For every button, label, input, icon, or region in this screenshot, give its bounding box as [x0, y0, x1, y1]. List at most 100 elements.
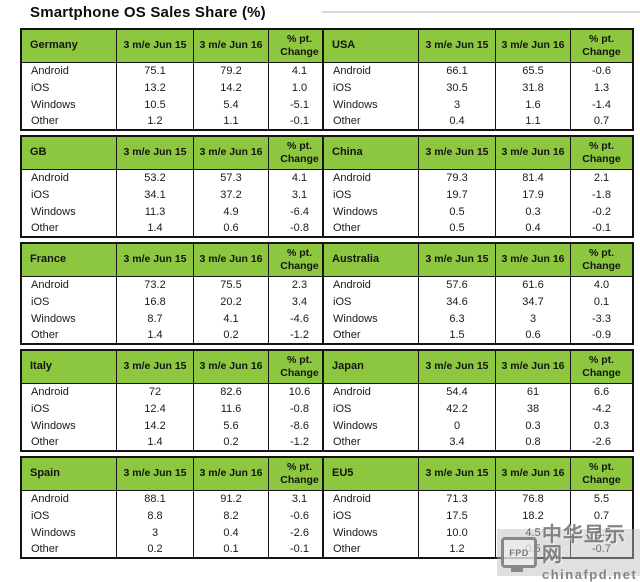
value-jun15: 30.5: [418, 79, 496, 96]
os-label: Windows: [20, 310, 117, 327]
table-row: Windows 0.5 0.3 -0.2: [322, 203, 634, 220]
table-row: iOS 17.5 18.2 0.7: [322, 507, 634, 524]
column-header: 3 m/e Jun 15: [116, 28, 194, 63]
os-label: Android: [322, 276, 419, 293]
country-name: Australia: [322, 242, 419, 277]
value-change: 3.1: [268, 186, 332, 203]
table-row: Android 72 82.6 10.6: [20, 383, 332, 400]
table-row: Windows 3 0.4 -2.6: [20, 524, 332, 541]
value-jun15: 1.4: [116, 434, 194, 451]
value-jun15: 53.2: [116, 169, 194, 186]
table-row: iOS 30.5 31.8 1.3: [322, 79, 634, 96]
column-header: 3 m/e Jun 15: [418, 349, 496, 384]
value-jun16: 14.2: [193, 79, 269, 96]
value-jun16: 76.8: [495, 490, 571, 507]
os-label: iOS: [322, 186, 419, 203]
table-row: Android 75.1 79.2 4.1: [20, 62, 332, 79]
value-jun16: 11.6: [193, 400, 269, 417]
column-header: % pt. Change: [570, 28, 634, 63]
column-header: 3 m/e Jun 15: [116, 349, 194, 384]
value-jun16: 81.4: [495, 169, 571, 186]
os-label: Android: [322, 62, 419, 79]
value-jun16: 1.1: [495, 113, 571, 130]
value-jun15: 54.4: [418, 383, 496, 400]
value-jun15: 10.0: [418, 524, 496, 541]
watermark: FPD 中华显示网 chinafpd.net: [497, 525, 640, 581]
value-jun15: 75.1: [116, 62, 194, 79]
value-jun15: 16.8: [116, 293, 194, 310]
column-header: % pt. Change: [570, 349, 634, 384]
table-row: Android 66.1 65.5 -0.6: [322, 62, 634, 79]
value-jun15: 42.2: [418, 400, 496, 417]
column-header: 3 m/e Jun 16: [495, 28, 571, 63]
value-jun16: 4.1: [193, 310, 269, 327]
os-label: Other: [20, 434, 117, 451]
os-label: Android: [322, 383, 419, 400]
table-row: Windows 14.2 5.6 -8.6: [20, 417, 332, 434]
table-row: iOS 16.8 20.2 3.4: [20, 293, 332, 310]
value-change: -0.2: [570, 203, 634, 220]
table-row: Other 1.2 1.1 -0.1: [20, 113, 332, 130]
value-jun16: 20.2: [193, 293, 269, 310]
os-label: Other: [322, 541, 419, 558]
table-row: iOS 42.2 38 -4.2: [322, 400, 634, 417]
os-label: Windows: [20, 524, 117, 541]
os-label: Windows: [322, 203, 419, 220]
value-change: -3.3: [570, 310, 634, 327]
value-jun15: 11.3: [116, 203, 194, 220]
value-jun15: 72: [116, 383, 194, 400]
column-header: 3 m/e Jun 15: [418, 28, 496, 63]
value-change: 4.1: [268, 169, 332, 186]
table-row: iOS 8.8 8.2 -0.6: [20, 507, 332, 524]
watermark-logo-text: FPD: [509, 547, 529, 558]
column-header: 3 m/e Jun 16: [193, 28, 269, 63]
value-jun15: 6.3: [418, 310, 496, 327]
value-jun15: 88.1: [116, 490, 194, 507]
value-change: -0.7: [570, 541, 634, 558]
country-table-usa: USA 3 m/e Jun 15 3 m/e Jun 16% pt. Change A…: [322, 28, 634, 131]
os-label: Windows: [322, 310, 419, 327]
value-jun15: 71.3: [418, 490, 496, 507]
header-row: Spain 3 m/e Jun 15 3 m/e Jun 16% pt. Chang…: [20, 456, 332, 491]
value-change: -4.2: [570, 400, 634, 417]
column-header: % pt. Change: [570, 135, 634, 170]
column-header: % pt. Change: [268, 135, 332, 170]
country-table-spain: Spain 3 m/e Jun 15 3 m/e Jun 16% pt. Chang…: [20, 456, 332, 559]
value-jun16: 3: [495, 310, 571, 327]
value-jun15: 19.7: [418, 186, 496, 203]
column-header: 3 m/e Jun 16: [495, 349, 571, 384]
value-change: -6.4: [268, 203, 332, 220]
value-jun15: 8.8: [116, 507, 194, 524]
value-jun16: 18.2: [495, 507, 571, 524]
value-jun15: 0.4: [418, 113, 496, 130]
value-jun15: 13.2: [116, 79, 194, 96]
value-change: -0.9: [570, 327, 634, 344]
tables-grid: Germany 3 m/e Jun 15 3 m/e Jun 16% pt. Cha…: [20, 28, 634, 559]
value-jun15: 34.6: [418, 293, 496, 310]
column-header: % pt. Change: [570, 456, 634, 491]
os-label: iOS: [322, 293, 419, 310]
country-name: Japan: [322, 349, 419, 384]
value-jun16: 65.5: [495, 62, 571, 79]
table-row: Windows 10.0 4.5 -5.5: [322, 524, 634, 541]
value-jun15: 57.6: [418, 276, 496, 293]
table-row: Other 1.5 0.6 -0.9: [322, 327, 634, 344]
value-change: -8.6: [268, 417, 332, 434]
value-change: 6.6: [570, 383, 634, 400]
column-header: 3 m/e Jun 16: [495, 456, 571, 491]
value-jun16: 17.9: [495, 186, 571, 203]
value-jun15: 17.5: [418, 507, 496, 524]
value-jun16: 82.6: [193, 383, 269, 400]
country-name: France: [20, 242, 117, 277]
column-header: 3 m/e Jun 15: [418, 242, 496, 277]
country-table-germany: Germany 3 m/e Jun 15 3 m/e Jun 16% pt. Cha…: [20, 28, 332, 131]
header-row: France 3 m/e Jun 15 3 m/e Jun 16% pt. Chan…: [20, 242, 332, 277]
value-jun15: 1.4: [116, 327, 194, 344]
os-label: Windows: [20, 203, 117, 220]
value-jun16: 4.9: [193, 203, 269, 220]
country-table-france: France 3 m/e Jun 15 3 m/e Jun 16% pt. Chan…: [20, 242, 332, 345]
fpd-monitor-icon: FPD: [501, 537, 537, 572]
table-row: Other 3.4 0.8 -2.6: [322, 434, 634, 451]
value-jun16: 57.3: [193, 169, 269, 186]
table-row: Android 54.4 61 6.6: [322, 383, 634, 400]
